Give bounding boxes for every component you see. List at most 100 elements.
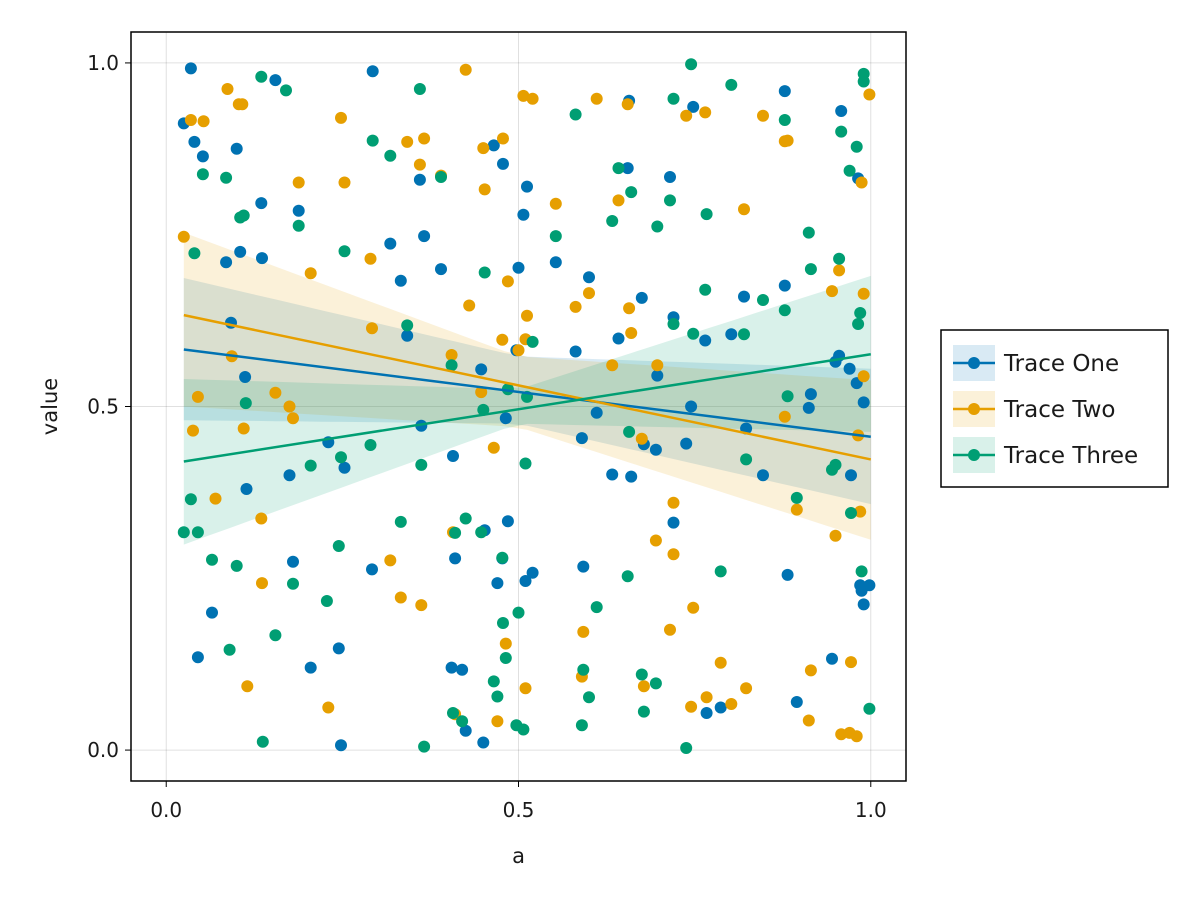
data-point xyxy=(499,412,512,425)
data-point xyxy=(680,109,693,122)
data-point xyxy=(209,492,222,505)
data-point xyxy=(649,534,662,547)
data-point xyxy=(487,441,500,454)
grid-layer xyxy=(131,32,906,781)
data-point xyxy=(577,560,590,573)
data-point xyxy=(501,515,514,528)
data-point xyxy=(220,171,233,184)
confidence-band xyxy=(183,275,871,545)
data-point xyxy=(499,637,512,650)
data-point xyxy=(519,457,532,470)
data-point xyxy=(606,468,619,481)
data-point xyxy=(845,656,857,669)
data-point xyxy=(177,230,190,243)
data-point xyxy=(833,264,846,277)
data-point xyxy=(590,601,603,614)
data-point xyxy=(623,425,636,438)
data-point xyxy=(649,677,662,690)
data-point xyxy=(478,266,491,279)
data-point xyxy=(236,98,249,111)
data-point xyxy=(445,349,458,361)
data-point xyxy=(459,512,472,525)
data-point xyxy=(637,680,650,693)
data-point xyxy=(280,84,292,97)
data-point xyxy=(590,406,603,419)
data-point xyxy=(549,197,562,210)
data-point xyxy=(188,247,201,260)
data-point xyxy=(835,105,848,117)
data-point xyxy=(497,132,509,145)
data-point xyxy=(501,383,514,396)
data-point xyxy=(206,606,218,619)
data-point xyxy=(667,92,680,105)
data-point xyxy=(835,125,848,138)
data-point xyxy=(687,601,700,614)
data-point xyxy=(714,565,727,578)
confidence-bands xyxy=(183,232,871,545)
data-point xyxy=(667,496,680,509)
data-point xyxy=(197,115,210,128)
data-point xyxy=(685,700,698,713)
data-point xyxy=(477,142,490,155)
data-point xyxy=(477,403,490,416)
data-point xyxy=(577,663,590,676)
data-point xyxy=(790,503,803,516)
data-point xyxy=(304,459,317,472)
data-point xyxy=(649,443,662,456)
data-point xyxy=(512,261,525,274)
data-point xyxy=(445,661,458,674)
data-point xyxy=(384,149,397,162)
data-point xyxy=(621,570,634,583)
data-point xyxy=(664,623,676,636)
legend-label: Trace One xyxy=(1003,351,1119,377)
data-point xyxy=(667,318,680,330)
data-point xyxy=(583,287,595,300)
data-point xyxy=(778,279,791,292)
data-point xyxy=(304,661,317,674)
data-point xyxy=(612,162,625,175)
data-point xyxy=(239,371,252,383)
data-point xyxy=(188,135,201,148)
data-point xyxy=(187,424,199,437)
data-point xyxy=(700,691,713,704)
data-point xyxy=(322,701,335,714)
data-point xyxy=(606,359,619,372)
data-point xyxy=(526,335,539,348)
data-point xyxy=(829,458,842,471)
data-point xyxy=(241,680,254,693)
data-point xyxy=(512,344,525,357)
data-point xyxy=(283,400,296,413)
data-point xyxy=(790,696,803,708)
data-point xyxy=(804,263,817,276)
data-point xyxy=(335,111,347,124)
data-point xyxy=(413,83,426,95)
data-point xyxy=(700,208,713,221)
data-point xyxy=(191,526,204,539)
data-point xyxy=(575,432,588,445)
axis-ticks: 0.0 0.5 1.0 0.0 0.5 1.0 xyxy=(87,51,886,822)
data-point xyxy=(401,135,414,148)
data-point xyxy=(804,664,817,677)
data-point xyxy=(497,617,509,629)
fit-line xyxy=(183,348,871,438)
data-point xyxy=(287,412,299,425)
data-point xyxy=(725,328,738,341)
data-point xyxy=(583,691,595,704)
data-point xyxy=(292,219,305,232)
data-point xyxy=(740,682,753,695)
data-point xyxy=(496,551,509,564)
legend-label: Trace Two xyxy=(1003,397,1115,423)
data-point xyxy=(714,656,727,669)
data-point xyxy=(714,701,727,714)
data-point xyxy=(781,390,794,403)
legend: Trace One Trace Two Trace Three xyxy=(940,329,1169,488)
data-point xyxy=(320,595,333,607)
data-point xyxy=(804,388,817,401)
data-point xyxy=(269,386,282,399)
data-point xyxy=(435,171,447,183)
data-point xyxy=(526,92,539,105)
data-point xyxy=(366,134,379,147)
data-point xyxy=(475,526,488,539)
data-point xyxy=(637,705,650,718)
